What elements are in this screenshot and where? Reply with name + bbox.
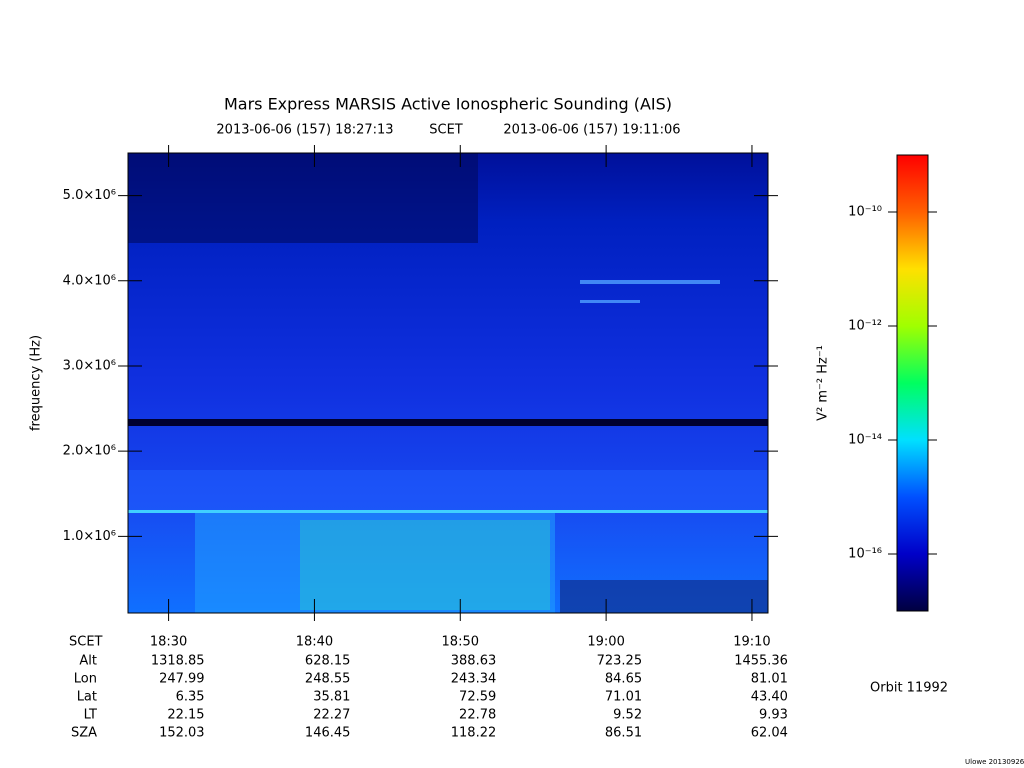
ephemeris-value: 35.81 [313, 690, 350, 705]
ephemeris-value: 723.25 [597, 654, 643, 669]
spectrogram-texture [580, 300, 640, 303]
ephemeris-row-label: Lat [77, 690, 97, 705]
colorbar-tick-label: 10⁻¹⁰ [848, 205, 882, 220]
end-time: 2013-06-06 (157) 19:11:06 [503, 123, 680, 138]
y-tick-label: 1.0×10⁶ [63, 529, 116, 544]
x-tick-label: 19:00 [587, 635, 624, 650]
ephemeris-value: 43.40 [751, 690, 788, 705]
ephemeris-value: 628.15 [305, 654, 351, 669]
colorbar-tick-label: 10⁻¹⁴ [848, 433, 882, 448]
ephemeris-value: 146.45 [305, 726, 351, 741]
orbit-label: Orbit 11992 [870, 681, 948, 696]
x-tick-label: 18:50 [442, 635, 479, 650]
ephemeris-value: 71.01 [605, 690, 642, 705]
ephemeris-value: 62.04 [751, 726, 788, 741]
ephemeris-value: 1318.85 [151, 654, 205, 669]
colorbar [896, 154, 929, 612]
ephemeris-row-label: Alt [79, 654, 97, 669]
plot-frame [127, 152, 769, 614]
ephemeris-value: 81.01 [751, 672, 788, 687]
ephemeris-value: 86.51 [605, 726, 642, 741]
spectrogram-texture [128, 470, 768, 510]
ephemeris-row-label: SCET [69, 635, 103, 650]
spectrogram-texture [128, 510, 768, 513]
ephemeris-value: 152.03 [159, 726, 205, 741]
ephemeris-value: 22.15 [167, 708, 204, 723]
spectrogram-texture [195, 513, 555, 613]
ephemeris-value: 9.52 [613, 708, 642, 723]
ephemeris-value: 22.27 [313, 708, 350, 723]
ephemeris-value: 388.63 [451, 654, 497, 669]
ephemeris-value: 9.93 [759, 708, 788, 723]
ephemeris-row-label: LT [84, 708, 97, 723]
colorbar-tick-label: 10⁻¹² [848, 319, 882, 334]
spectrogram-texture [580, 280, 720, 284]
start-time: 2013-06-06 (157) 18:27:13 [216, 123, 393, 138]
time-system: SCET [429, 123, 463, 138]
ephemeris-value: 1455.36 [734, 654, 788, 669]
ephemeris-value: 6.35 [176, 690, 205, 705]
ephemeris-value: 84.65 [605, 672, 642, 687]
footer: Ulowe 20130926 [965, 758, 1024, 766]
spectrogram-texture [128, 153, 478, 243]
ephemeris-value: 248.55 [305, 672, 351, 687]
ephemeris-value: 22.78 [459, 708, 496, 723]
colorbar-tick-label: 10⁻¹⁶ [848, 547, 882, 562]
spectrogram-texture [128, 419, 768, 426]
chart-title: Mars Express MARSIS Active Ionospheric S… [224, 95, 672, 114]
ephemeris-value: 243.34 [451, 672, 497, 687]
colorbar-label: V² m⁻² Hz⁻¹ [816, 345, 831, 421]
ephemeris-value: 118.22 [451, 726, 497, 741]
spectrogram-texture [560, 580, 768, 613]
ephemeris-row-label: SZA [71, 726, 97, 741]
ephemeris-row-label: Lon [74, 672, 97, 687]
spectrogram-texture [300, 520, 550, 610]
x-tick-label: 19:10 [733, 635, 770, 650]
y-tick-label: 2.0×10⁶ [63, 444, 116, 459]
y-tick-label: 4.0×10⁶ [63, 273, 116, 288]
ephemeris-value: 72.59 [459, 690, 496, 705]
ephemeris-value: 247.99 [159, 672, 205, 687]
x-tick-label: 18:40 [296, 635, 333, 650]
spectrogram [127, 152, 769, 614]
y-tick-label: 3.0×10⁶ [63, 358, 116, 373]
y-axis-label: frequency (Hz) [29, 335, 44, 431]
x-tick-label: 18:30 [150, 635, 187, 650]
y-tick-label: 5.0×10⁶ [63, 188, 116, 203]
